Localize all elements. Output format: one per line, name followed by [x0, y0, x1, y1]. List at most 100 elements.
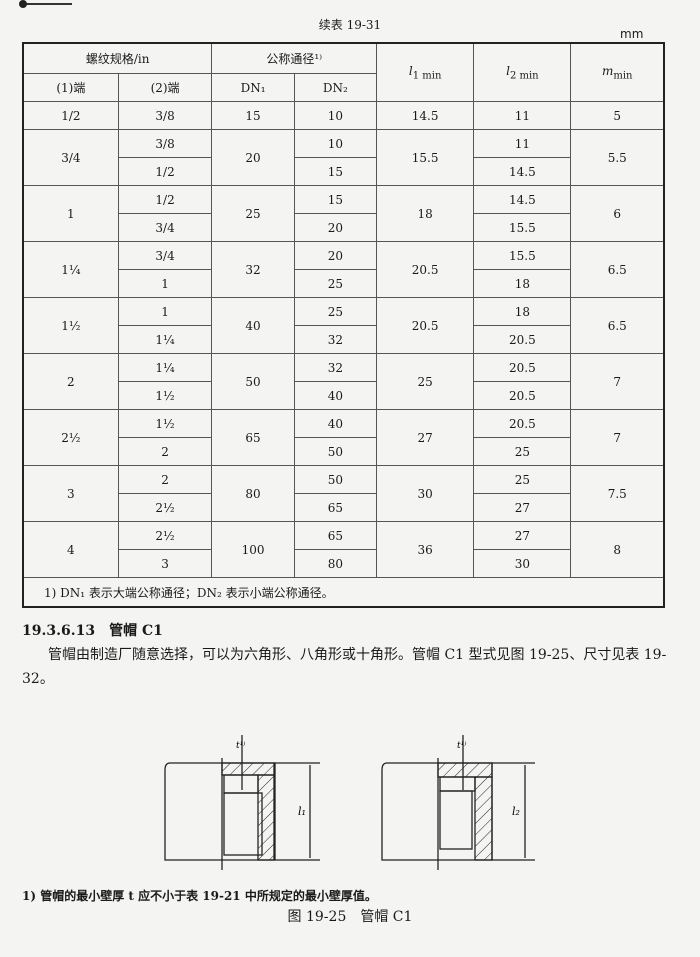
cell-l2: 30 [473, 549, 572, 578]
table-row: 1½ 1 40 25 20.5 18 6.5 [22, 297, 665, 354]
cell-l2: 18 [473, 269, 572, 298]
cell-l2: 25 [473, 465, 572, 494]
cell-dn1: 80 [211, 465, 295, 522]
cell-end1: 2 [22, 353, 119, 410]
cell-l2: 11 [473, 101, 572, 130]
cell-end2: 3/8 [117, 129, 213, 158]
cell-end2: 2½ [117, 521, 213, 550]
cell-dn2: 25 [293, 269, 378, 298]
header-m: mmin [570, 42, 665, 102]
cell-dn2: 40 [293, 381, 378, 410]
cell-dn2: 10 [293, 129, 378, 158]
figure-note: 1) 管帽的最小壁厚 t 应不小于表 19-21 中所规定的最小壁厚值。 [22, 889, 377, 903]
header-dn1: DN₁ [211, 73, 295, 102]
page-corner-mark [19, 0, 72, 8]
header-nominal: 公称通径¹⁾ [211, 42, 378, 74]
cell-l1: 18 [376, 185, 475, 242]
cell-end2: 3/8 [117, 101, 213, 130]
figure-caption: 图 19-25 管帽 C1 [287, 909, 413, 925]
cell-m: 6.5 [570, 297, 665, 354]
cell-end2: 3/4 [117, 213, 213, 242]
header-end2: (2)端 [117, 73, 213, 102]
cap-view-l1 [164, 735, 320, 870]
cell-l1: 20.5 [376, 241, 475, 298]
cell-end2: 1/2 [117, 157, 213, 186]
cap-view-l2 [381, 735, 535, 870]
table-row: 4 2½ 100 65 36 27 8 [22, 521, 665, 578]
header-dn2: DN₂ [293, 73, 378, 102]
cell-end2: 3/4 [117, 241, 213, 270]
cell-end1: 3 [22, 465, 119, 522]
cell-end2: 2 [117, 437, 213, 466]
cell-dn2: 65 [293, 493, 378, 522]
cell-end2: 1½ [117, 409, 213, 438]
cell-end2: 2½ [117, 493, 213, 522]
cell-l2: 27 [473, 521, 572, 550]
cell-end2: 1½ [117, 381, 213, 410]
cell-dn1: 20 [211, 129, 295, 186]
table-row: 2½ 65 27 [23, 493, 664, 522]
cell-dn2: 32 [293, 353, 378, 382]
cell-end1: 4 [22, 521, 119, 578]
cell-l2: 15.5 [473, 213, 572, 242]
cell-dn2: 65 [293, 521, 378, 550]
cell-end2: 1/2 [117, 185, 213, 214]
table-row: 3 80 30 [23, 549, 664, 578]
cell-dn2: 40 [293, 409, 378, 438]
cell-l1: 36 [376, 521, 475, 578]
cell-dn1: 32 [211, 241, 295, 298]
cell-end1: 1½ [22, 297, 119, 354]
cell-dn2: 10 [293, 101, 378, 130]
cell-m: 7 [570, 409, 665, 466]
cell-m: 5 [570, 101, 665, 130]
cell-dn2: 15 [293, 157, 378, 186]
cell-l2: 11 [473, 129, 572, 158]
cell-l2: 20.5 [473, 353, 572, 382]
cell-l2: 20.5 [473, 325, 572, 354]
table-row: 1¼ 3/4 32 20 20.5 15.5 6.5 [22, 241, 665, 298]
cell-m: 7 [570, 353, 665, 410]
cell-l1: 25 [376, 353, 475, 410]
table-row: 1½ 40 20.5 [23, 381, 664, 410]
table-footnote: 1) DN₁ 表示大端公称通径；DN₂ 表示小端公称通径。 [22, 577, 665, 608]
table-unit: mm [620, 27, 644, 41]
cell-end2: 1 [117, 269, 213, 298]
cell-l1: 27 [376, 409, 475, 466]
cell-l2: 20.5 [473, 381, 572, 410]
cell-end1: 3/4 [22, 129, 119, 186]
cell-dn2: 50 [293, 437, 378, 466]
header-thread: 螺纹规格/in [22, 42, 213, 74]
cell-end2: 3 [117, 549, 213, 578]
cell-l2: 14.5 [473, 185, 572, 214]
cell-dn1: 40 [211, 297, 295, 354]
cell-l1: 15.5 [376, 129, 475, 186]
cell-dn2: 50 [293, 465, 378, 494]
cell-m: 8 [570, 521, 665, 578]
label-l2: l₂ [512, 805, 520, 818]
cell-dn2: 80 [293, 549, 378, 578]
cell-l1: 30 [376, 465, 475, 522]
table-row: 1 25 18 [23, 269, 664, 298]
cell-l2: 14.5 [473, 157, 572, 186]
cell-dn1: 65 [211, 409, 295, 466]
label-l1: l₁ [298, 805, 306, 818]
cell-l2: 25 [473, 437, 572, 466]
label-t-left: t¹⁾ [236, 740, 245, 751]
table-row: 1/2 3/8 15 10 14.5 11 5 [22, 101, 665, 130]
cell-end1: 1/2 [22, 101, 119, 130]
cell-m: 6.5 [570, 241, 665, 298]
table-row: 1¼ 32 20.5 [23, 325, 664, 354]
section-paragraph: 管帽由制造厂随意选择，可以为六角形、八角形或十角形。管帽 C1 型式见图 19-… [22, 647, 667, 687]
cell-dn1: 100 [211, 521, 295, 578]
cell-dn2: 25 [293, 297, 378, 326]
cell-end1: 2½ [22, 409, 119, 466]
cell-dn1: 25 [211, 185, 295, 242]
cell-dn2: 15 [293, 185, 378, 214]
cell-end2: 1 [117, 297, 213, 326]
cell-l2: 20.5 [473, 409, 572, 438]
pipe-cap-drawing: t¹⁾ l₁ t¹⁾ l₂ [164, 735, 535, 870]
cell-l1: 20.5 [376, 297, 475, 354]
table-row: 1 1/2 25 15 18 14.5 6 [22, 185, 665, 242]
label-t-right: t¹⁾ [457, 740, 466, 751]
table-row: 2 50 25 [23, 437, 664, 466]
